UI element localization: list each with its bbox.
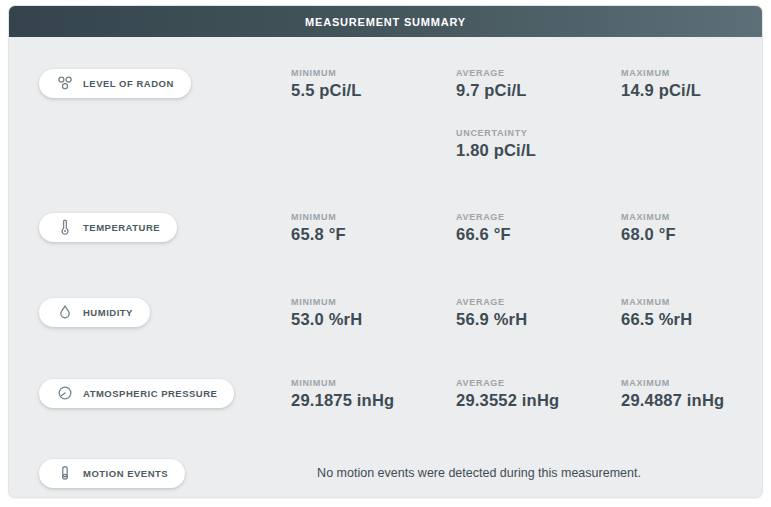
radon-row: LEVEL OF RADON MINIMUM 5.5 pCi/L AVERAGE… xyxy=(39,61,762,105)
motion-events-pill[interactable]: MOTION EVENTS xyxy=(39,459,185,488)
motion-icon xyxy=(56,464,74,482)
stat-label: MAXIMUM xyxy=(621,297,763,307)
radon-maximum-stat: MAXIMUM 14.9 pCi/L xyxy=(621,66,763,100)
pressure-average-stat: AVERAGE 29.3552 inHg xyxy=(456,376,621,410)
radon-icon xyxy=(56,74,74,92)
stat-value: 66.6 °F xyxy=(456,225,621,244)
radon-average-stat: AVERAGE 9.7 pCi/L xyxy=(456,66,621,100)
stat-label: MAXIMUM xyxy=(621,68,763,78)
temperature-row: TEMPERATURE MINIMUM 65.8 °F AVERAGE 66.6… xyxy=(39,205,762,249)
level-of-radon-pill[interactable]: LEVEL OF RADON xyxy=(39,69,191,98)
droplet-icon xyxy=(56,303,74,321)
stat-value: 1.80 pCi/L xyxy=(456,141,621,160)
stat-label: MAXIMUM xyxy=(621,378,763,388)
stat-label: AVERAGE xyxy=(456,297,621,307)
stat-value: 29.3552 inHg xyxy=(456,391,621,410)
radon-uncertainty-row: UNCERTAINTY 1.80 pCi/L xyxy=(39,121,762,165)
pill-label: HUMIDITY xyxy=(83,307,133,318)
temperature-average-stat: AVERAGE 66.6 °F xyxy=(456,210,621,244)
temperature-maximum-stat: MAXIMUM 68.0 °F xyxy=(621,210,763,244)
pill-label: ATMOSPHERIC PRESSURE xyxy=(83,388,217,399)
gauge-icon xyxy=(56,384,74,402)
stat-value: 68.0 °F xyxy=(621,225,763,244)
card-title: MEASUREMENT SUMMARY xyxy=(305,16,466,28)
stat-value: 65.8 °F xyxy=(291,225,456,244)
stat-value: 66.5 %rH xyxy=(621,310,763,329)
temperature-minimum-stat: MINIMUM 65.8 °F xyxy=(291,210,456,244)
stat-value: 53.0 %rH xyxy=(291,310,456,329)
measurement-summary-card: MEASUREMENT SUMMARY LEVEL OF RADON xyxy=(8,5,763,498)
humidity-row: HUMIDITY MINIMUM 53.0 %rH AVERAGE 56.9 %… xyxy=(39,290,762,334)
radon-uncertainty-stat: UNCERTAINTY 1.80 pCi/L xyxy=(456,126,621,160)
card-header: MEASUREMENT SUMMARY xyxy=(9,6,762,37)
stat-label: MINIMUM xyxy=(291,297,456,307)
stat-label: AVERAGE xyxy=(456,68,621,78)
atmospheric-pressure-pill[interactable]: ATMOSPHERIC PRESSURE xyxy=(39,379,234,408)
pressure-row: ATMOSPHERIC PRESSURE MINIMUM 29.1875 inH… xyxy=(39,371,762,415)
stat-value: 5.5 pCi/L xyxy=(291,81,456,100)
stat-label: AVERAGE xyxy=(456,212,621,222)
temperature-pill[interactable]: TEMPERATURE xyxy=(39,213,177,242)
stat-value: 29.1875 inHg xyxy=(291,391,456,410)
pill-label: TEMPERATURE xyxy=(83,222,160,233)
stat-value: 14.9 pCi/L xyxy=(621,81,763,100)
motion-row: MOTION EVENTS No motion events were dete… xyxy=(39,451,762,495)
stat-label: MINIMUM xyxy=(291,212,456,222)
stat-value: 29.4887 inHg xyxy=(621,391,763,410)
radon-minimum-stat: MINIMUM 5.5 pCi/L xyxy=(291,66,456,100)
humidity-pill[interactable]: HUMIDITY xyxy=(39,298,150,327)
stat-label: MINIMUM xyxy=(291,68,456,78)
stat-label: MINIMUM xyxy=(291,378,456,388)
stat-label: MAXIMUM xyxy=(621,212,763,222)
stat-label: AVERAGE xyxy=(456,378,621,388)
pressure-minimum-stat: MINIMUM 29.1875 inHg xyxy=(291,376,456,410)
stat-value: 56.9 %rH xyxy=(456,310,621,329)
stat-value: 9.7 pCi/L xyxy=(456,81,621,100)
thermometer-icon xyxy=(56,218,74,236)
card-body: LEVEL OF RADON MINIMUM 5.5 pCi/L AVERAGE… xyxy=(9,37,762,495)
stat-label: UNCERTAINTY xyxy=(456,128,621,138)
motion-events-message: No motion events were detected during th… xyxy=(291,466,762,480)
pill-label: MOTION EVENTS xyxy=(83,468,168,479)
pressure-maximum-stat: MAXIMUM 29.4887 inHg xyxy=(621,376,763,410)
humidity-minimum-stat: MINIMUM 53.0 %rH xyxy=(291,295,456,329)
humidity-average-stat: AVERAGE 56.9 %rH xyxy=(456,295,621,329)
page: MEASUREMENT SUMMARY LEVEL OF RADON xyxy=(0,0,771,507)
pill-label: LEVEL OF RADON xyxy=(83,78,174,89)
humidity-maximum-stat: MAXIMUM 66.5 %rH xyxy=(621,295,763,329)
